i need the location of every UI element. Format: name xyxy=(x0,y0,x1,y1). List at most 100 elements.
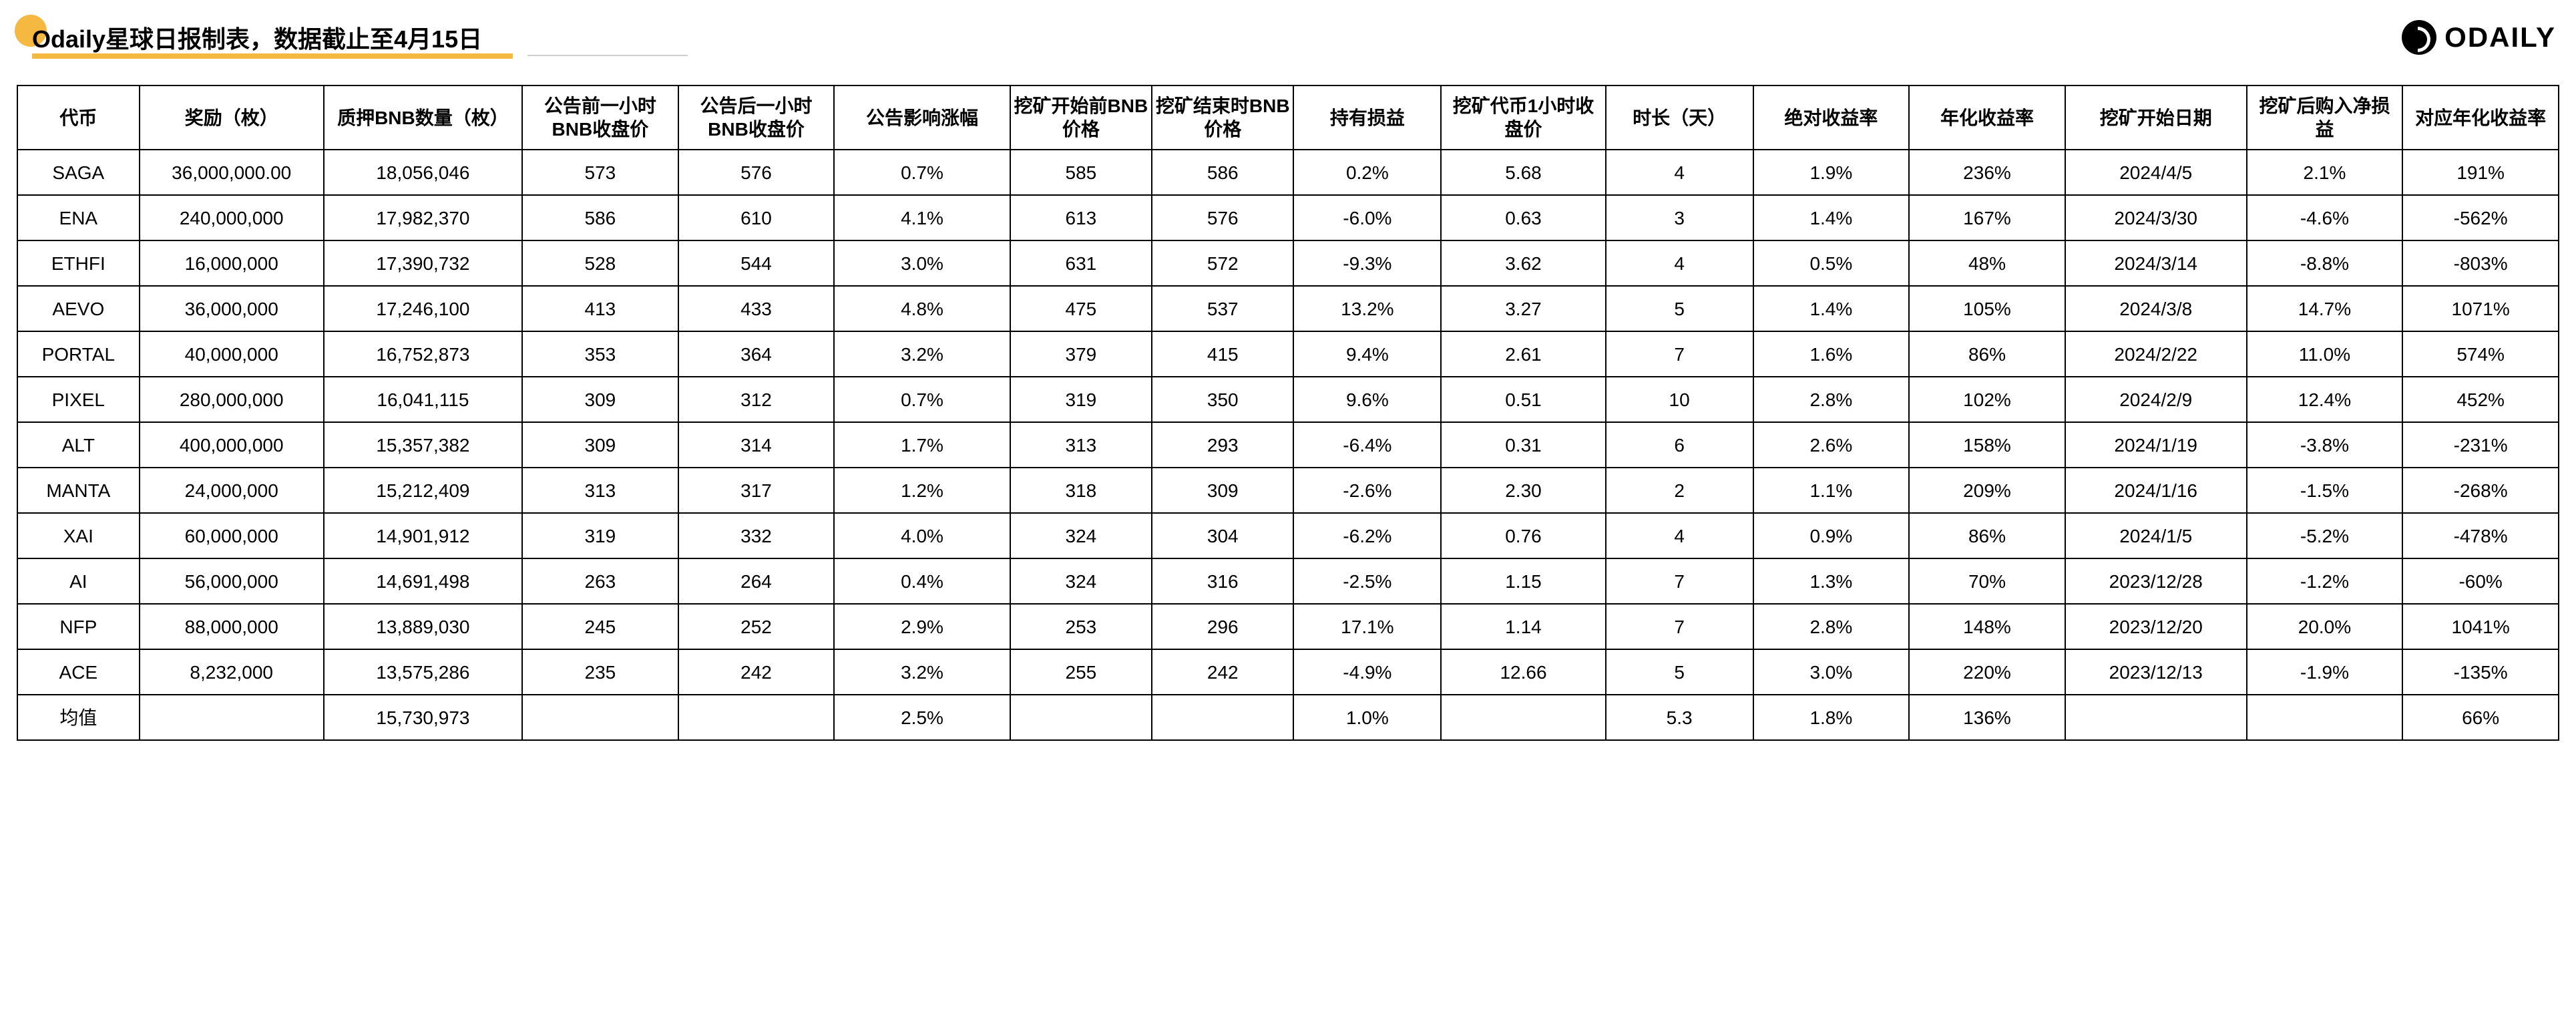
table-row: ACE8,232,00013,575,2862352423.2%255242-4… xyxy=(17,649,2559,695)
table-cell: 3.2% xyxy=(834,649,1010,695)
table-cell xyxy=(2065,695,2247,740)
table-cell: 3 xyxy=(1606,195,1753,240)
table-cell: 236% xyxy=(1909,150,2065,195)
table-cell: -803% xyxy=(2402,240,2559,286)
table-cell: NFP xyxy=(17,604,140,649)
table-cell: 2024/2/9 xyxy=(2065,377,2247,422)
table-cell: 20.0% xyxy=(2247,604,2403,649)
table-cell: 1.2% xyxy=(834,468,1010,513)
table-cell: -1.9% xyxy=(2247,649,2403,695)
table-row: AI56,000,00014,691,4982632640.4%324316-2… xyxy=(17,558,2559,604)
col-header-10: 时长（天） xyxy=(1606,86,1753,150)
table-cell: 572 xyxy=(1152,240,1293,286)
table-cell: ENA xyxy=(17,195,140,240)
table-cell: 2024/1/16 xyxy=(2065,468,2247,513)
col-header-9: 挖矿代币1小时收盘价 xyxy=(1441,86,1605,150)
table-cell: 263 xyxy=(522,558,678,604)
table-cell: 235 xyxy=(522,649,678,695)
table-cell: 1.3% xyxy=(1753,558,1910,604)
table-cell: 0.4% xyxy=(834,558,1010,604)
table-cell: 296 xyxy=(1152,604,1293,649)
table-cell: -2.6% xyxy=(1293,468,1441,513)
table-cell: 3.0% xyxy=(834,240,1010,286)
table-cell: 574% xyxy=(2402,331,2559,377)
table-cell: 544 xyxy=(678,240,835,286)
table-cell: 88,000,000 xyxy=(140,604,324,649)
table-cell: 264 xyxy=(678,558,835,604)
col-header-1: 奖励（枚） xyxy=(140,86,324,150)
data-table: 代币奖励（枚）质押BNB数量（枚）公告前一小时BNB收盘价公告后一小时BNB收盘… xyxy=(17,85,2559,741)
table-cell: 70% xyxy=(1909,558,2065,604)
col-header-8: 持有损益 xyxy=(1293,86,1441,150)
table-cell: 66% xyxy=(2402,695,2559,740)
table-cell: 537 xyxy=(1152,286,1293,331)
table-cell: -2.5% xyxy=(1293,558,1441,604)
table-cell: 0.51 xyxy=(1441,377,1605,422)
table-cell: 353 xyxy=(522,331,678,377)
table-cell: AEVO xyxy=(17,286,140,331)
table-cell: 9.4% xyxy=(1293,331,1441,377)
table-cell: 586 xyxy=(522,195,678,240)
table-cell: 2024/3/14 xyxy=(2065,240,2247,286)
page-title: Odaily星球日报制表，数据截止至4月15日 xyxy=(20,20,482,55)
table-cell: -6.4% xyxy=(1293,422,1441,468)
table-cell: 1.6% xyxy=(1753,331,1910,377)
table-cell: 4.1% xyxy=(834,195,1010,240)
table-cell: 2 xyxy=(1606,468,1753,513)
table-cell: 316 xyxy=(1152,558,1293,604)
col-header-12: 年化收益率 xyxy=(1909,86,2065,150)
table-cell: 11.0% xyxy=(2247,331,2403,377)
table-cell: 613 xyxy=(1010,195,1152,240)
table-cell: -5.2% xyxy=(2247,513,2403,558)
table-cell: 0.5% xyxy=(1753,240,1910,286)
table-cell: 400,000,000 xyxy=(140,422,324,468)
title-rule xyxy=(527,55,688,56)
table-cell: 240,000,000 xyxy=(140,195,324,240)
table-cell: 0.9% xyxy=(1753,513,1910,558)
table-cell: 1.4% xyxy=(1753,195,1910,240)
table-cell: ALT xyxy=(17,422,140,468)
col-header-4: 公告后一小时BNB收盘价 xyxy=(678,86,835,150)
table-cell: -231% xyxy=(2402,422,2559,468)
table-cell: 413 xyxy=(522,286,678,331)
table-cell: 452% xyxy=(2402,377,2559,422)
table-cell: 573 xyxy=(522,150,678,195)
table-cell: 40,000,000 xyxy=(140,331,324,377)
table-cell: 15,730,973 xyxy=(324,695,522,740)
header-bar: Odaily星球日报制表，数据截止至4月15日 ODAILY xyxy=(17,20,2559,55)
table-cell: 4.8% xyxy=(834,286,1010,331)
table-cell: 318 xyxy=(1010,468,1152,513)
table-cell: 242 xyxy=(1152,649,1293,695)
table-cell: 5.3 xyxy=(1606,695,1753,740)
table-cell: 1041% xyxy=(2402,604,2559,649)
table-cell: 1.1% xyxy=(1753,468,1910,513)
table-cell: ETHFI xyxy=(17,240,140,286)
table-cell: 14.7% xyxy=(2247,286,2403,331)
table-cell: 280,000,000 xyxy=(140,377,324,422)
table-cell: -4.9% xyxy=(1293,649,1441,695)
table-cell: 220% xyxy=(1909,649,2065,695)
table-cell: 36,000,000 xyxy=(140,286,324,331)
table-cell: 319 xyxy=(1010,377,1152,422)
table-cell xyxy=(1441,695,1605,740)
table-cell: 1.4% xyxy=(1753,286,1910,331)
table-cell: 576 xyxy=(678,150,835,195)
table-cell: 586 xyxy=(1152,150,1293,195)
table-cell xyxy=(1152,695,1293,740)
table-cell: 332 xyxy=(678,513,835,558)
table-cell: 0.7% xyxy=(834,150,1010,195)
table-cell: 1.8% xyxy=(1753,695,1910,740)
table-cell: -1.5% xyxy=(2247,468,2403,513)
table-cell: 0.7% xyxy=(834,377,1010,422)
brand-text: ODAILY xyxy=(2444,21,2556,53)
table-row: ALT400,000,00015,357,3823093141.7%313293… xyxy=(17,422,2559,468)
table-cell: 2.8% xyxy=(1753,604,1910,649)
table-cell: 86% xyxy=(1909,513,2065,558)
table-cell: 2.1% xyxy=(2247,150,2403,195)
table-cell: 313 xyxy=(522,468,678,513)
table-head: 代币奖励（枚）质押BNB数量（枚）公告前一小时BNB收盘价公告后一小时BNB收盘… xyxy=(17,86,2559,150)
table-cell: 2023/12/13 xyxy=(2065,649,2247,695)
table-cell: ACE xyxy=(17,649,140,695)
table-cell: 12.66 xyxy=(1441,649,1605,695)
table-row: PORTAL40,000,00016,752,8733533643.2%3794… xyxy=(17,331,2559,377)
